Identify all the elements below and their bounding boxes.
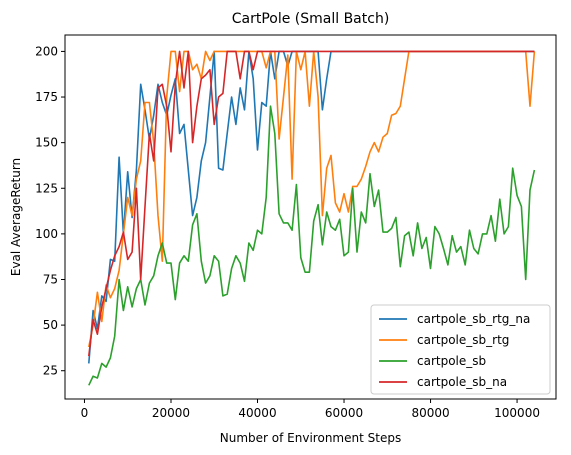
x-tick-label: 100000: [494, 406, 540, 420]
series-line-cartpole-sb: [88, 105, 536, 386]
y-axis-label: Eval AverageReturn: [9, 158, 23, 276]
x-tick-label: 40000: [238, 406, 276, 420]
plot-lines: [88, 50, 536, 386]
legend-label: cartpole_sb: [417, 354, 486, 368]
x-tick-label: 0: [81, 406, 89, 420]
y-tick-label: 125: [35, 181, 58, 195]
y-tick-label: 100: [35, 227, 58, 241]
y-tick-label: 50: [43, 318, 58, 332]
x-axis-label: Number of Environment Steps: [220, 431, 401, 445]
chart-title: CartPole (Small Batch): [232, 11, 390, 27]
x-tick-label: 80000: [411, 406, 449, 420]
y-tick-label: 25: [43, 364, 58, 378]
series-line-cartpole-sb-rtg: [88, 50, 536, 348]
legend: cartpole_sb_rtg_na cartpole_sb_rtgcartpol…: [370, 304, 551, 395]
x-tick-label: 20000: [152, 406, 190, 420]
x-axis-ticks: 0 20000 40000 60000 80000 100000: [81, 399, 540, 420]
series-line-cartpole-sb-na: [88, 50, 535, 357]
legend-label: cartpole_sb_na: [417, 375, 507, 389]
y-tick-label: 75: [43, 272, 58, 286]
y-axis-ticks: 25 50 75 100 125 150 175 200: [35, 44, 65, 378]
y-tick-label: 175: [35, 90, 58, 104]
plot-frame: [64, 34, 557, 400]
y-tick-label: 150: [35, 136, 58, 150]
y-tick-label: 200: [35, 44, 58, 58]
legend-box: [370, 304, 551, 395]
legend-label: cartpole_sb_rtg_na: [417, 312, 530, 326]
legend-label: cartpole_sb_rtg: [417, 333, 509, 347]
x-tick-label: 60000: [325, 406, 363, 420]
